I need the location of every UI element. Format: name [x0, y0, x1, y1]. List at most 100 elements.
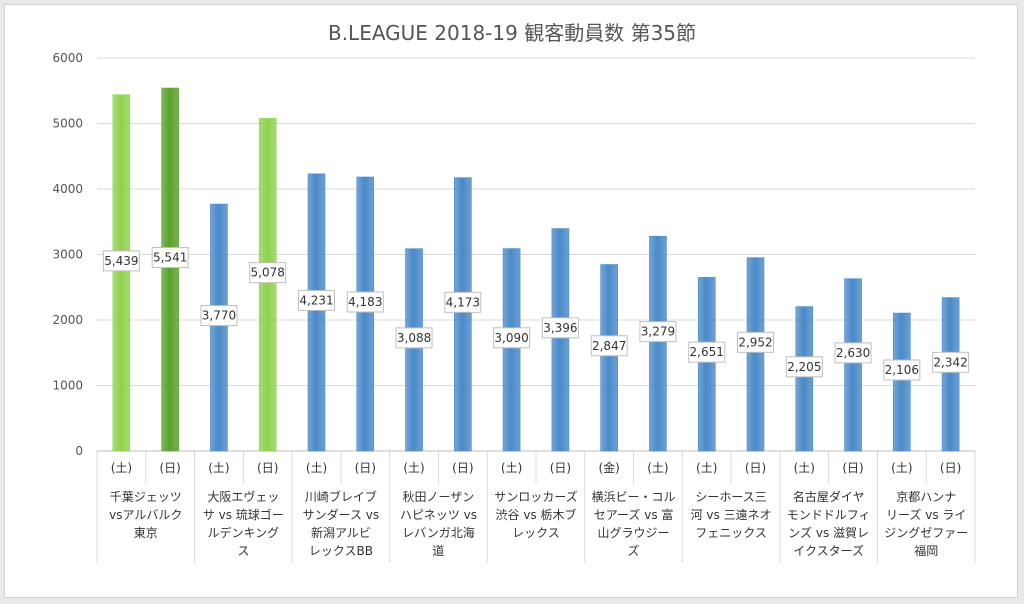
- x-tick-day-label: (金): [598, 460, 619, 475]
- data-label-box: [151, 247, 189, 269]
- data-label: 3,088: [397, 331, 431, 345]
- x-tick-matchup-label: 京都ハンナ: [896, 490, 956, 504]
- bar: [941, 297, 960, 452]
- x-tick-day-label: (土): [306, 461, 327, 475]
- x-tick-matchup-label: ルデンキング: [208, 525, 280, 540]
- bar: [844, 278, 862, 452]
- x-tick-matchup-label: サ vs 琉球ゴー: [203, 507, 284, 522]
- data-label-box: [883, 359, 921, 381]
- x-tick-day-label: (土): [403, 461, 424, 475]
- x-tick-matchup-label: 大阪エヴェッ: [207, 489, 279, 504]
- x-tick-matchup-label: 山グラウジー: [598, 526, 670, 540]
- x-tick-day-label: (土): [647, 461, 668, 475]
- data-label-box: [590, 335, 628, 357]
- bar: [502, 248, 521, 452]
- data-label: 3,279: [641, 325, 675, 339]
- y-tick-label: 2000: [52, 313, 83, 327]
- bar-layer: [112, 87, 960, 452]
- bar: [307, 173, 326, 452]
- data-label-box: [249, 262, 287, 284]
- x-tick-day-label: (日): [257, 461, 278, 475]
- bar: [161, 87, 179, 452]
- data-label-box: [541, 317, 579, 339]
- bar: [893, 312, 911, 452]
- data-label: 4,173: [446, 295, 480, 309]
- x-tick-matchup-label: 川崎ブレイブ: [305, 489, 377, 504]
- data-label-box: [639, 321, 677, 343]
- x-tick-matchup-label: ンズ vs 滋賀レ: [788, 525, 869, 540]
- x-tick-matchup-label: リーズ vs ライ: [886, 507, 966, 522]
- data-label: 5,439: [104, 254, 138, 268]
- data-label: 2,630: [836, 346, 870, 360]
- y-tick-label: 4000: [52, 182, 83, 196]
- x-tick-matchup-label: 秋田ノーザン: [403, 490, 475, 504]
- x-tick-day-label: (土): [111, 461, 132, 475]
- x-tick-matchup-label: 千葉ジェッツ: [110, 490, 182, 504]
- x-tick-day-label: (日): [842, 461, 863, 475]
- x-tick-matchup-label: 渋谷 vs 栃木ブ: [496, 507, 577, 522]
- bar: [697, 277, 716, 452]
- x-tick-matchup-label: 福岡: [914, 543, 938, 558]
- x-tick-day-label: (土): [208, 461, 229, 475]
- y-tick-label: 3000: [52, 248, 83, 262]
- data-label: 4,183: [348, 295, 382, 309]
- data-label-box: [102, 250, 140, 272]
- x-tick-matchup-label: 横浜ビー・コル: [592, 490, 676, 504]
- data-label-box: [298, 289, 335, 311]
- data-label: 2,651: [690, 345, 724, 359]
- data-label: 2,205: [787, 360, 821, 374]
- data-label-box: [932, 351, 970, 373]
- x-tick-matchup-label: サンロッカーズ: [494, 489, 577, 504]
- x-tick-matchup-label: シーホース三: [695, 490, 766, 504]
- data-label-box: [200, 305, 238, 327]
- data-label-box: [737, 331, 774, 353]
- x-tick-matchup-label: ハピネッツ vs: [400, 508, 477, 522]
- bar: [649, 235, 667, 452]
- data-label: 3,396: [543, 321, 577, 335]
- data-label: 3,770: [202, 309, 236, 323]
- x-tick-matchup-label: ズ: [628, 543, 640, 558]
- x-tick-day-label: (日): [159, 461, 180, 475]
- bar: [600, 264, 618, 452]
- data-label: 2,847: [592, 339, 626, 353]
- data-label: 2,952: [738, 335, 772, 349]
- x-tick-matchup-label: ス: [237, 544, 249, 558]
- bar: [356, 176, 375, 452]
- data-label-layer: 5,439 5,541 3,770 5,078 4,231 4,183 3,088 4,173…: [102, 247, 970, 381]
- x-tick-matchup-label: レックスBB: [309, 544, 373, 558]
- x-tick-day-label: (土): [794, 461, 815, 475]
- data-label-box: [688, 341, 726, 363]
- x-tick-matchup-label: モンドドルフィ: [787, 508, 871, 522]
- bar: [258, 118, 277, 452]
- x-tick-day-label: (日): [745, 461, 766, 475]
- x-tick-matchup-label: セアーズ vs 富: [594, 507, 674, 522]
- data-label: 5,078: [251, 266, 285, 280]
- y-tick-label: 5000: [52, 117, 83, 131]
- bar: [405, 248, 423, 452]
- x-tick-day-label: (土): [501, 461, 522, 475]
- x-tick-day-label: (日): [355, 461, 376, 475]
- x-tick-matchup-label: レックス: [512, 526, 560, 540]
- x-tick-matchup-label: サンダース vs: [303, 507, 380, 522]
- x-tick-day-label: (日): [550, 461, 571, 475]
- x-tick-matchup-label: 河 vs 三遠ネオ: [691, 508, 772, 522]
- bar: [746, 257, 765, 452]
- x-tick-matchup-label: 東京: [134, 526, 158, 540]
- data-label-box: [395, 327, 433, 349]
- bar: [210, 203, 228, 452]
- data-label-box: [493, 327, 531, 349]
- x-tick-matchup-label: フェニックス: [695, 526, 767, 540]
- x-tick-matchup-label: 新潟アルビ: [311, 525, 371, 540]
- x-axis-layer: (土) (日) (土) (日) (土) (日) (土) (日) (土) (日) (金) (土) (土) (…: [96, 451, 976, 563]
- data-label-box: [444, 291, 482, 313]
- y-tick-label: 0: [75, 444, 83, 458]
- data-label: 3,090: [494, 331, 528, 345]
- x-tick-matchup-label: ジングゼファー: [884, 526, 968, 540]
- data-label: 4,231: [299, 293, 333, 307]
- x-tick-matchup-label: vsアルバルク: [109, 508, 182, 522]
- data-label: 2,106: [885, 363, 919, 377]
- chart-title: B.LEAGUE 2018-19 観客動員数 第35節: [328, 21, 696, 45]
- x-tick-matchup-label: 名古屋ダイヤ: [793, 489, 865, 504]
- x-tick-matchup-label: 道: [432, 544, 444, 558]
